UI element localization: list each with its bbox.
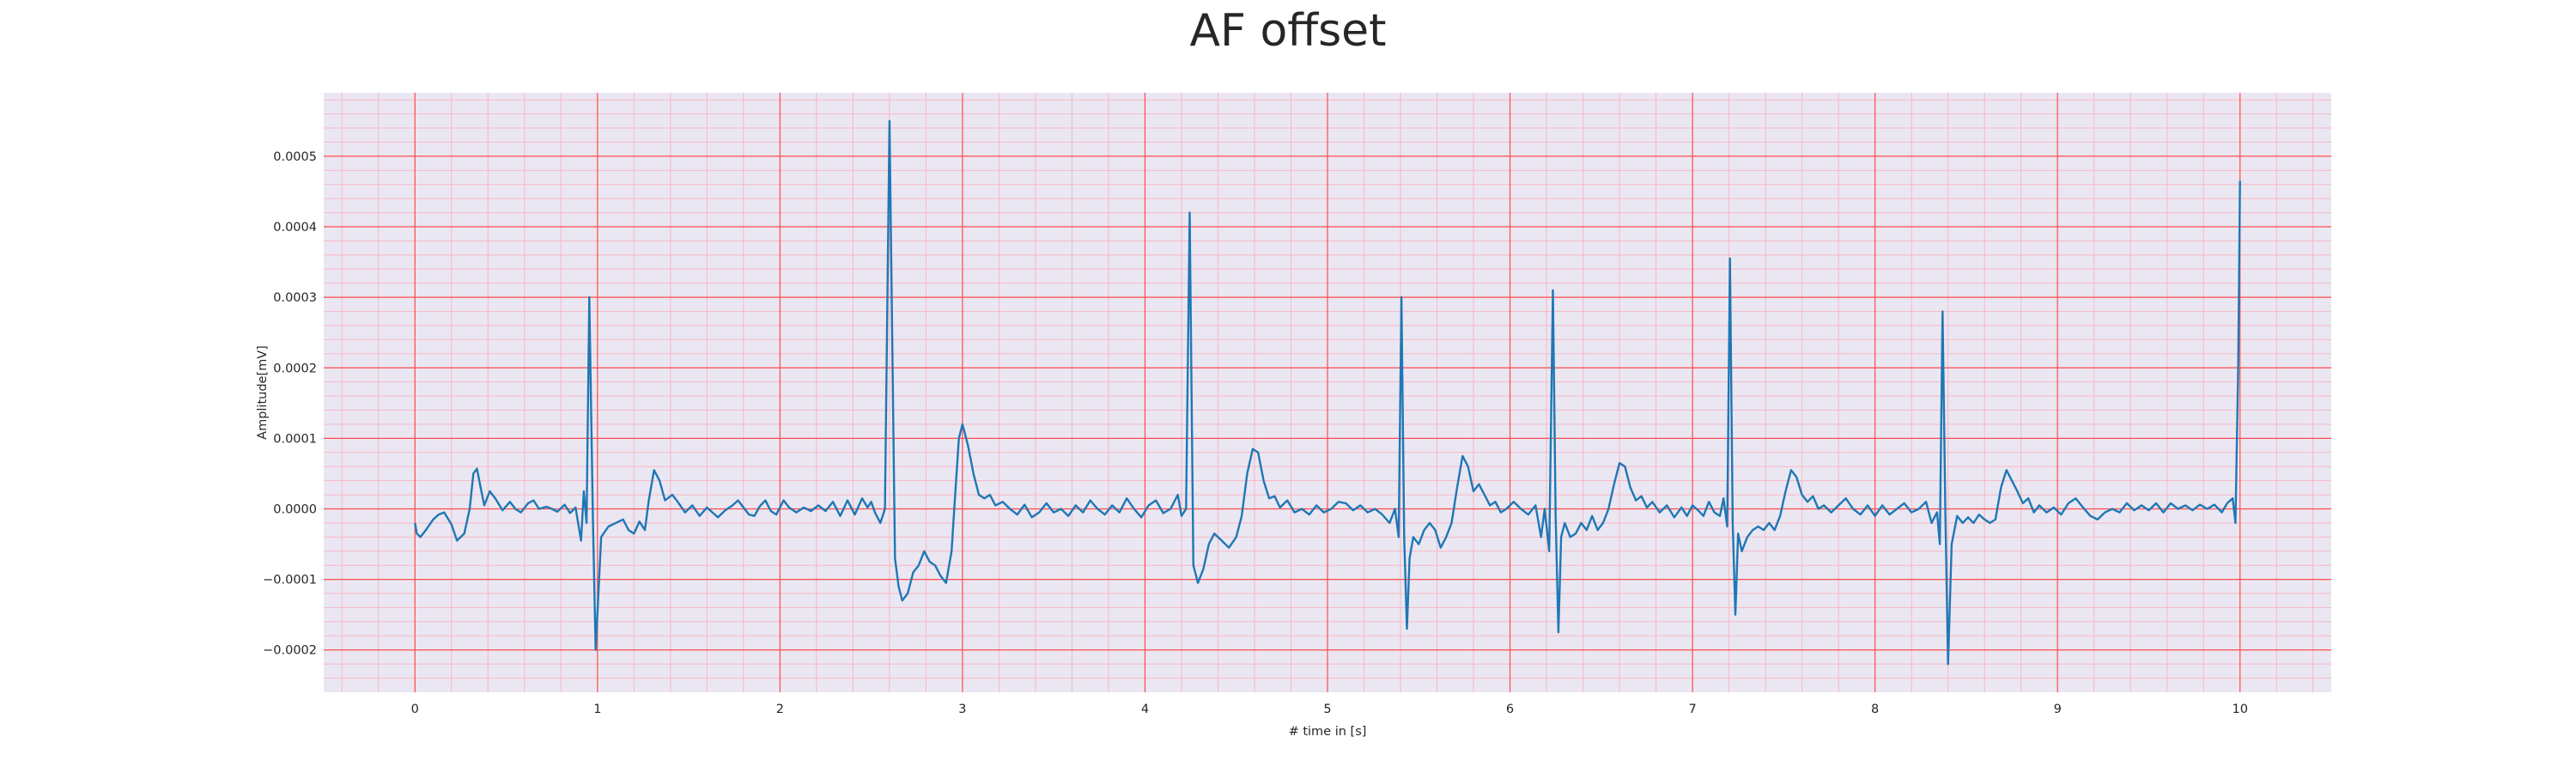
x-tick-label: 1 [593,703,601,716]
y-tick-label: 0.0005 [273,150,317,164]
x-tick-label: 10 [2233,703,2248,716]
y-tick-label: 0.0004 [273,221,317,234]
x-axis-label: # time in [s] [1289,725,1367,739]
y-tick-label: 0.0002 [273,362,317,375]
x-tick-label: 9 [2054,703,2062,716]
y-tick-label: −0.0002 [263,644,317,658]
x-tick-label: 6 [1506,703,1514,716]
y-axis-ticks: −0.0002 −0.0001 0.0000 0.0001 0.0002 0.0003 0.… [263,150,317,658]
y-tick-label: 0.0000 [273,502,317,516]
x-tick-label: 3 [958,703,966,716]
y-axis-label: Amplitude[mV] [256,345,270,440]
x-tick-label: 7 [1688,703,1696,716]
y-tick-label: 0.0003 [273,291,317,305]
chart-title: AF offset [1189,5,1387,57]
x-tick-label: 8 [1871,703,1879,716]
y-tick-label: 0.0001 [273,432,317,446]
x-tick-label: 2 [776,703,784,716]
x-tick-label: 5 [1323,703,1331,716]
x-axis-ticks: 0 1 2 3 4 5 6 7 8 9 10 [411,703,2248,716]
x-tick-label: 0 [411,703,419,716]
ecg-series-line [414,119,2241,666]
x-tick-label: 4 [1141,703,1149,716]
y-tick-label: −0.0001 [263,574,317,587]
